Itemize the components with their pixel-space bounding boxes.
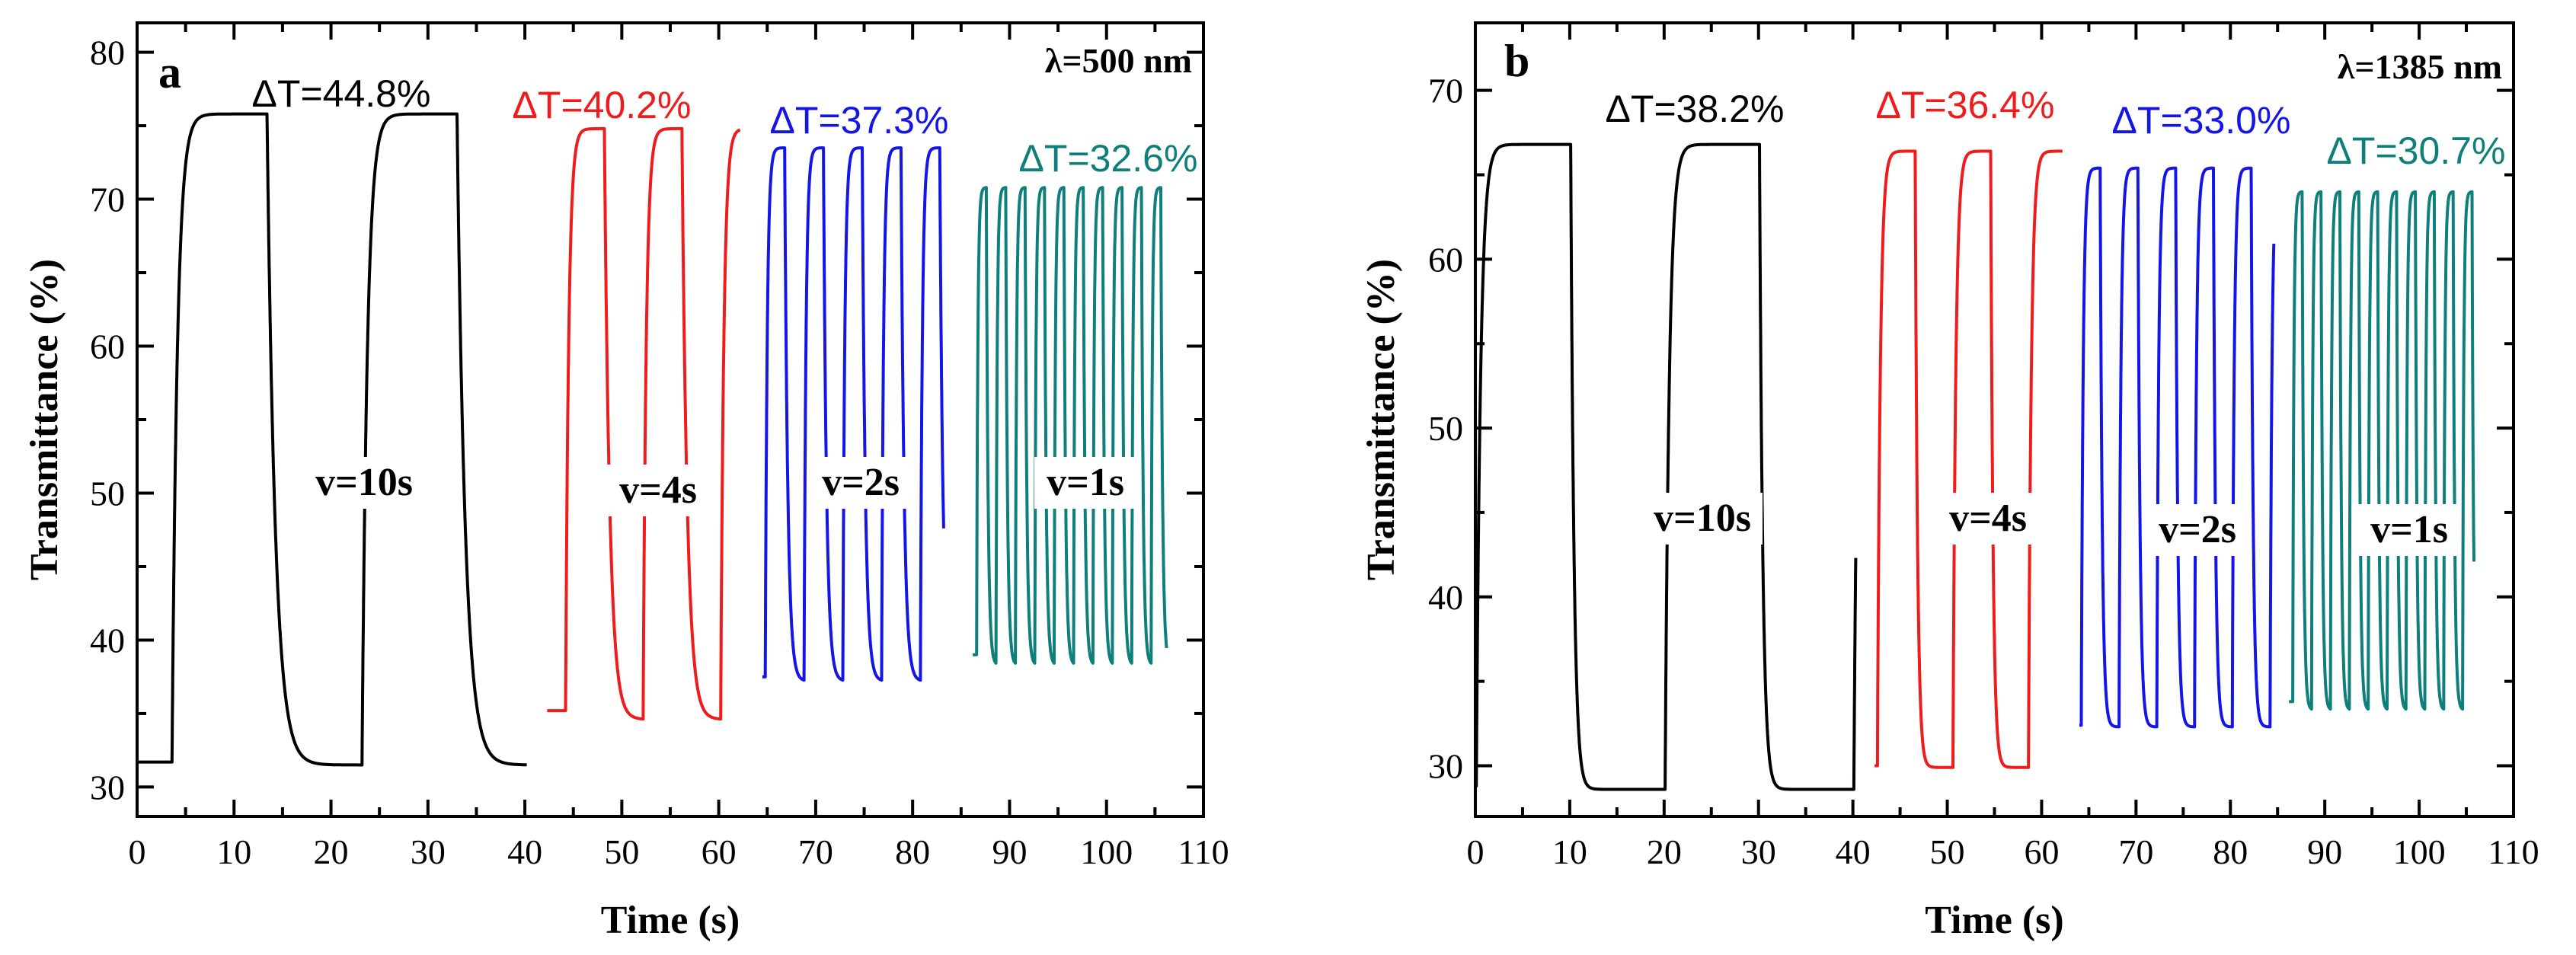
series-line-v-4s bbox=[545, 126, 742, 721]
x-tick-label: 70 bbox=[2118, 832, 2153, 871]
y-tick-label: 70 bbox=[90, 180, 125, 219]
x-tick-label: 30 bbox=[1741, 832, 1776, 871]
y-axis-title: Transmittance (%) bbox=[23, 259, 66, 580]
y-tick-label: 40 bbox=[1428, 578, 1463, 617]
y-tick-label: 30 bbox=[1428, 746, 1463, 785]
delta-t-label: ΔT=44.8% bbox=[252, 72, 431, 115]
x-tick-label: 110 bbox=[1178, 832, 1229, 871]
delta-t-label: ΔT=38.2% bbox=[1606, 88, 1785, 130]
x-tick-label: 20 bbox=[1647, 832, 1682, 871]
speed-label-background bbox=[1642, 493, 1763, 545]
x-tick-label: 20 bbox=[314, 832, 349, 871]
speed-label: v=2s bbox=[2159, 508, 2236, 551]
x-tick-label: 60 bbox=[702, 832, 737, 871]
x-axis-title: Time (s) bbox=[1925, 899, 2063, 942]
speed-label: v=4s bbox=[619, 468, 697, 512]
speed-label-background bbox=[2146, 504, 2248, 556]
speed-label-background bbox=[607, 465, 709, 516]
delta-t-label: ΔT=36.4% bbox=[1876, 84, 2055, 126]
x-tick-label: 90 bbox=[992, 832, 1027, 871]
x-tick-label: 110 bbox=[2488, 832, 2539, 871]
panel-a: 0 10 20 30 40 50 60 70 80 90 100 110 30 40 50 60 70 80 Tim… bbox=[23, 21, 1229, 942]
speed-label: v=10s bbox=[315, 461, 413, 504]
speed-label-background bbox=[810, 457, 912, 509]
x-tick-label: 60 bbox=[2024, 832, 2059, 871]
x-tick-label: 50 bbox=[604, 832, 639, 871]
x-tick-label: 100 bbox=[1080, 832, 1133, 871]
series-line-v-2s bbox=[761, 146, 945, 682]
y-axis-title: Transmittance (%) bbox=[1360, 259, 1403, 580]
series-line-v-10s bbox=[137, 112, 529, 767]
speed-label: v=1s bbox=[1047, 461, 1124, 504]
y-tick-label: 80 bbox=[90, 34, 125, 72]
speed-label: v=4s bbox=[1949, 497, 2027, 540]
x-tick-label: 70 bbox=[798, 832, 833, 871]
series-line-v-2s bbox=[2078, 166, 2276, 729]
delta-t-label: ΔT=32.6% bbox=[1019, 137, 1198, 180]
speed-label-background bbox=[2358, 504, 2460, 556]
x-tick-label: 10 bbox=[216, 832, 251, 871]
x-axis-title: Time (s) bbox=[601, 899, 740, 942]
series-line-v-1s bbox=[971, 186, 1168, 665]
y-tick-label: 40 bbox=[90, 621, 125, 660]
x-tick-label: 80 bbox=[895, 832, 930, 871]
x-tick-label: 10 bbox=[1552, 832, 1587, 871]
series-line-v-4s bbox=[1873, 149, 2064, 769]
x-tick-label: 50 bbox=[1930, 832, 1965, 871]
delta-t-label: ΔT=30.7% bbox=[2327, 129, 2506, 172]
x-tick-label: 80 bbox=[2213, 832, 2248, 871]
x-tick-label: 30 bbox=[411, 832, 446, 871]
wavelength-label: λ=500 nm bbox=[1045, 41, 1192, 80]
speed-label-background bbox=[1937, 493, 2039, 545]
y-tick-label: 50 bbox=[90, 474, 125, 513]
y-tick-label: 60 bbox=[1428, 240, 1463, 279]
speed-label: v=2s bbox=[822, 461, 900, 504]
speed-label: v=10s bbox=[1654, 497, 1751, 540]
x-tick-label: 0 bbox=[129, 832, 146, 871]
x-tick-label: 40 bbox=[507, 832, 542, 871]
panel-letter: a bbox=[158, 47, 181, 97]
series-line-v-10s bbox=[1475, 142, 1858, 791]
series-line-v-1s bbox=[2287, 190, 2475, 711]
delta-t-label: ΔT=33.0% bbox=[2112, 99, 2291, 142]
x-tick-label: 100 bbox=[2393, 832, 2446, 871]
speed-label: v=1s bbox=[2370, 508, 2448, 551]
y-tick-label: 70 bbox=[1428, 72, 1463, 110]
x-tick-label: 40 bbox=[1836, 832, 1871, 871]
panel-letter: b bbox=[1504, 36, 1529, 86]
delta-t-label: ΔT=37.3% bbox=[770, 99, 949, 142]
x-tick-label: 0 bbox=[1467, 832, 1485, 871]
wavelength-label: λ=1385 nm bbox=[2338, 47, 2502, 86]
speed-label-background bbox=[304, 457, 424, 509]
speed-label-background bbox=[1034, 457, 1136, 509]
x-tick-label: 90 bbox=[2307, 832, 2342, 871]
y-tick-label: 30 bbox=[90, 768, 125, 806]
panel-b: 0 10 20 30 40 50 60 70 80 90 100 110 30 40 50 60 70 Time … bbox=[1360, 21, 2539, 942]
y-tick-label: 60 bbox=[90, 327, 125, 366]
y-tick-label: 50 bbox=[1428, 409, 1463, 448]
delta-t-label: ΔT=40.2% bbox=[513, 84, 692, 126]
